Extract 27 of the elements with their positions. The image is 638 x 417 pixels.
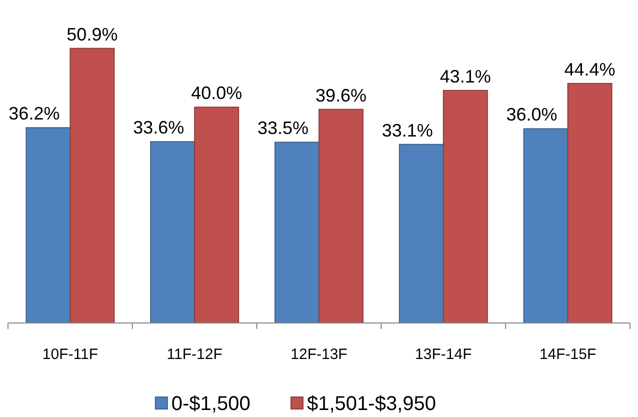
bar [70,48,115,324]
data-label: 43.1% [440,66,491,86]
bar [318,108,364,324]
bar [150,141,196,324]
bar [274,142,320,324]
bar [194,106,240,324]
x-tick-label: 12F-13F [290,346,348,363]
x-tick-label: 14F-15F [539,346,596,363]
data-label: 40.0% [191,83,242,104]
bar [26,127,71,324]
data-label: 33.5% [257,118,309,138]
data-label: 33.1% [382,120,433,140]
data-label: 36.0% [506,104,558,125]
bar [567,82,612,324]
data-label: 50.9% [66,24,118,44]
bar [442,90,488,324]
data-label: 44.4% [564,59,616,80]
legend-label: $1,501-$3,950 [307,393,436,415]
data-label: 33.6% [133,118,184,138]
bar [523,128,568,324]
bar [398,144,444,324]
data-label: 39.6% [315,85,367,106]
x-tick-label: 11F-12F [166,346,222,363]
legend-label: 0-$1,500 [171,393,250,415]
data-label: 36.2% [8,104,60,124]
x-tick-label: 10F-11F [42,346,98,363]
x-tick-label: 13F-14F [415,346,472,363]
